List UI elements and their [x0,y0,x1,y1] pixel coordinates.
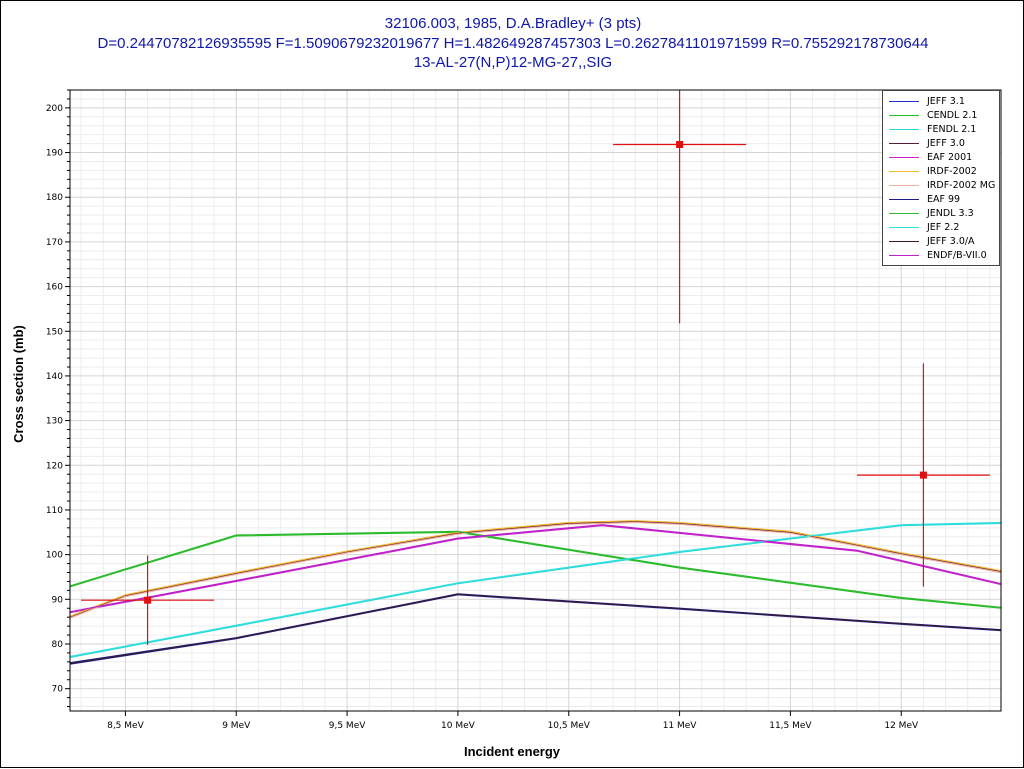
legend-item: JENDL 3.3 [883,207,999,221]
x-tick-label: 11,5 MeV [769,721,812,731]
series-line [69,530,1002,608]
y-tick-label: 160 [46,283,63,293]
series-line [69,593,1002,665]
x-tick-label: 10 MeV [441,721,476,731]
legend-item: EAF 99 [883,193,999,207]
legend-item: JEF 2.2 [883,221,999,235]
y-tick-label: 70 [52,685,64,695]
legend-item: IRDF-2002 MG [883,179,999,193]
legend-swatch [889,171,919,172]
legend-swatch [889,255,919,256]
series-lines [69,520,1002,665]
grid [70,89,1001,711]
series-line [69,522,1002,658]
legend-label: IRDF-2002 MG [927,180,996,191]
legend-item: JEFF 3.1 [883,95,999,109]
legend-label: JEFF 3.1 [927,96,965,107]
legend-item: EAF 2001 [883,151,999,165]
series-line [69,593,1002,664]
legend-label: IRDF-2002 [927,166,977,177]
y-tick-label: 140 [46,372,63,382]
legend-label: ENDF/B-VII.0 [927,250,987,261]
x-tick-label: 10,5 MeV [548,721,591,731]
x-tick-label: 11 MeV [663,721,698,731]
legend-swatch [889,115,919,116]
legend-swatch [889,129,919,130]
legend-label: EAF 2001 [927,152,973,163]
y-tick-label: 90 [52,595,64,605]
y-tick-label: 120 [46,461,63,471]
x-tick-label: 12 MeV [884,721,919,731]
legend-label: CENDL 2.1 [927,110,978,121]
legend-label: JEFF 3.0/A [927,236,975,247]
series-line [69,524,1002,614]
y-tick-label: 180 [46,193,63,203]
chart-title-line-3: 13-AL-27(N,P)12-MG-27,,SIG [413,54,613,71]
legend-item: ENDF/B-VII.0 [883,249,999,263]
x-axis-label: Incident energy [464,744,561,759]
legend-label: FENDL 2.1 [927,124,977,135]
axes: 8,5 MeV 9 MeV 9,5 MeV 10 MeV 10,5 MeV 11 MeV 1… [46,89,1002,731]
chart-title-line-1: 32106.003, 1985, D.A.Bradley+ (3 pts) [384,15,642,32]
data-point [919,471,927,479]
legend-item: CENDL 2.1 [883,109,999,123]
legend-swatch [889,227,919,228]
experimental-points [81,90,990,645]
legend-swatch [889,213,919,214]
legend-item: IRDF-2002 [883,165,999,179]
legend-label: JENDL 3.3 [927,208,974,219]
legend-swatch [889,185,919,186]
y-tick-label: 150 [46,327,63,337]
legend: JEFF 3.1 CENDL 2.1 FENDL 2.1 JEFF 3.0 EAF 20… [882,90,1000,266]
x-tick-label: 8,5 MeV [107,721,144,731]
series-line [69,531,1002,609]
series-line [69,520,1002,617]
series-line [69,594,1002,665]
legend-swatch [889,157,919,158]
y-tick-label: 100 [46,551,63,561]
legend-swatch [889,241,919,242]
legend-label: EAF 99 [927,194,961,205]
y-tick-label: 200 [46,104,63,114]
series-line [69,521,1002,658]
y-tick-label: 130 [46,417,63,427]
y-tick-label: 110 [46,506,63,516]
data-point [676,141,684,149]
x-tick-label: 9 MeV [222,721,251,731]
legend-item: FENDL 2.1 [883,123,999,137]
data-point [144,596,152,604]
y-tick-label: 170 [46,238,63,248]
chart-title-line-2: D=0.24470782126935595 F=1.50906792320196… [97,35,929,52]
y-tick-label: 80 [52,640,64,650]
legend-label: JEFF 3.0 [927,138,965,149]
x-tick-label: 9,5 MeV [329,721,366,731]
legend-swatch [889,143,919,144]
legend-label: JEF 2.2 [927,222,960,233]
series-line [69,520,1002,618]
series-line [69,524,1002,613]
series-line [69,521,1002,619]
y-tick-label: 190 [46,149,63,159]
legend-item: JEFF 3.0 [883,137,999,151]
plot-frame [69,89,1002,712]
legend-swatch [889,101,919,102]
y-axis-label: Cross section (mb) [11,325,26,443]
legend-swatch [889,199,919,200]
legend-item: JEFF 3.0/A [883,235,999,249]
